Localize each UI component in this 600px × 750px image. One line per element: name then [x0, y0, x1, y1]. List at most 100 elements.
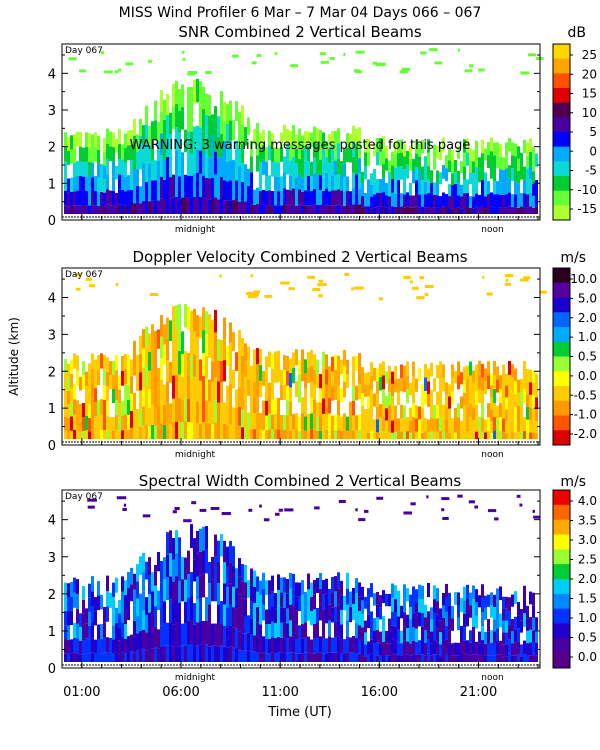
heatmap-cell [289, 620, 292, 637]
heatmap-cell [409, 158, 412, 171]
heatmap-cell [67, 639, 70, 654]
colorbar-label: 3.0 [578, 533, 597, 547]
heatmap-cell [100, 653, 103, 668]
heatmap-cell [193, 603, 196, 625]
heatmap-cell [382, 361, 385, 376]
heatmap-cell [367, 372, 370, 385]
heatmap-cell [343, 595, 346, 611]
heatmap-cell [271, 414, 274, 430]
heatmap-cell [535, 153, 538, 167]
heatmap-cell [169, 361, 172, 383]
heatmap-cell [286, 189, 289, 205]
heatmap-cell [415, 140, 418, 154]
heatmap-cell [64, 430, 67, 445]
heatmap-cell [418, 612, 421, 627]
heatmap-cell [472, 640, 475, 655]
heatmap-cell [394, 599, 397, 613]
heatmap-cell [484, 196, 487, 209]
heatmap-cell [358, 625, 361, 640]
heatmap-cell [277, 574, 280, 590]
heatmap-cell [190, 596, 193, 621]
heatmap-cell [334, 369, 337, 385]
heatmap-cell [322, 382, 325, 399]
heatmap-cell [499, 654, 502, 668]
heatmap-cell [136, 202, 139, 220]
heatmap-cell [436, 601, 439, 615]
heatmap-cell [400, 605, 403, 619]
heatmap-cell [253, 651, 256, 668]
heatmap-cell [319, 416, 322, 431]
heatmap-cell [436, 391, 439, 405]
heatmap-cell [139, 556, 142, 575]
heatmap-cell [361, 195, 364, 208]
heatmap-cell [466, 584, 469, 599]
heatmap-cell [175, 80, 178, 105]
heatmap-cell [427, 193, 430, 207]
heatmap-cell [535, 655, 538, 668]
heatmap-cell [142, 201, 145, 220]
heatmap-cell [289, 636, 292, 653]
heatmap-cell [97, 370, 100, 386]
colorbar-swatch [553, 268, 570, 284]
heatmap-cell [196, 336, 199, 359]
heatmap-cell [187, 306, 190, 330]
heatmap-cell [157, 161, 160, 181]
heatmap-cell [148, 333, 151, 353]
heatmap-cell [319, 652, 322, 668]
heatmap-cell [352, 356, 355, 372]
y-tick-label: 3 [48, 104, 56, 119]
heatmap-cell [337, 588, 340, 605]
heatmap-cell [355, 430, 358, 445]
heatmap-cell [67, 583, 70, 598]
heatmap-cell [307, 573, 310, 590]
heatmap-cell [394, 379, 397, 393]
heatmap-cell [121, 204, 124, 220]
heatmap-cell [145, 614, 148, 633]
heatmap-cell [100, 594, 103, 610]
heatmap-cell [526, 155, 529, 169]
heatmap-cell [202, 422, 205, 445]
heatmap-cell [109, 375, 112, 390]
heatmap-cell [226, 627, 229, 648]
heatmap-cell [370, 431, 373, 445]
heatmap-cell [205, 135, 208, 157]
heatmap-cell [355, 189, 358, 205]
heatmap-cell [391, 371, 394, 384]
heatmap-cell [277, 413, 280, 430]
heatmap-cell [166, 423, 169, 445]
heatmap-cell [157, 180, 160, 201]
heatmap-cell [514, 181, 517, 195]
heatmap-cell [103, 384, 106, 400]
heatmap-cell [349, 591, 352, 607]
heatmap-cell [271, 191, 274, 206]
heatmap-cell [79, 131, 82, 147]
heatmap-cell [142, 163, 145, 183]
heatmap-cell [490, 642, 493, 656]
heatmap-cell [136, 598, 139, 617]
heatmap-cell [73, 592, 76, 608]
heatmap-cell [175, 576, 178, 600]
heatmap-cell [334, 384, 337, 400]
heatmap-cell [340, 205, 343, 220]
heatmap-cell [259, 381, 262, 398]
heatmap-cell [217, 338, 220, 361]
heatmap-cell [142, 648, 145, 668]
heatmap-cell [166, 317, 169, 339]
heatmap-cell [271, 147, 274, 163]
heatmap-cell [91, 134, 94, 149]
heatmap-cell [410, 502, 416, 506]
heatmap-cell [76, 415, 79, 431]
heatmap-cell [430, 195, 433, 208]
heatmap-cell [478, 169, 481, 183]
heatmap-cell [208, 157, 211, 179]
heatmap-cell [295, 625, 298, 640]
heatmap-cell [100, 399, 103, 415]
heatmap-cell [469, 160, 472, 173]
heatmap-cell [484, 148, 487, 161]
heatmap-cell [505, 207, 508, 220]
heatmap-cell [292, 573, 295, 590]
heatmap-cell [142, 329, 145, 349]
heatmap-cell [373, 593, 376, 606]
heatmap-cell [517, 379, 520, 393]
heatmap-cell [442, 364, 445, 378]
